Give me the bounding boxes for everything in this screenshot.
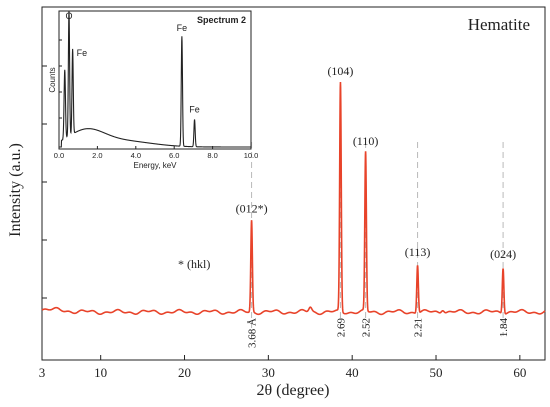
peak-hkl-label: (113) [405,245,431,259]
main-x-tick-label: 3 [39,365,46,380]
main-series-line [41,81,546,316]
main-panel: 3 10 20 30 40 50 60 (012*) 3.68 Å (104) 2.69 (110)… [7,6,546,399]
main-x-tick-label: 10 [94,365,107,380]
inset-series-line [59,11,251,148]
main-y-axis-label: Intensity (a.u.) [7,143,24,237]
inset-x-tick-label: 0.0 [54,151,64,160]
main-chart-title: Hematite [468,15,530,34]
inset-x-tick-label: 6.0 [169,151,179,160]
main-y-ticks [42,65,47,299]
main-x-ticks: 3 10 20 30 40 50 60 [39,355,526,380]
inset-x-tick-label: 10.0 [244,151,259,160]
main-plot-frame [41,6,546,361]
peak-hkl-label: (110) [353,134,379,148]
peak-hkl-label: (012*) [236,201,268,215]
inset-peak-labels: O Fe Fe Fe [65,11,199,114]
inset-x-axis-label: Energy, keV [134,161,178,170]
inset-panel: 0.0 2.0 4.0 6.0 8.0 10.0 O Fe Fe Fe Spectrum 2 E… [48,10,259,170]
inset-peak-label: Fe [189,104,200,114]
peak-d-spacing-label: 2.52 [361,318,373,337]
inset-x-tick-label: 8.0 [207,151,217,160]
inset-x-tick-label: 2.0 [92,151,102,160]
inset-peak-label: Fe [77,48,88,58]
peak-d-spacing-label: 2.21 [413,318,425,337]
peak-hkl-label: (104) [327,64,353,78]
inset-plot-frame [58,10,252,150]
inset-peak-label: O [65,11,72,21]
peak-d-spacing-label: 1.84 [498,318,510,338]
main-x-tick-label: 50 [430,365,443,380]
peak-d-spacing-label: 2.69 [335,318,347,338]
main-x-axis-label: 2θ (degree) [257,382,330,399]
main-x-tick-label: 40 [346,365,359,380]
main-x-tick-label: 20 [178,365,191,380]
inset-peak-label: Fe [177,23,188,33]
main-peak-labels: (012*) 3.68 Å (104) 2.69 (110) 2.52 (113) 2.21 (… [236,64,516,348]
peak-hkl-label: (024) [490,247,516,261]
main-peak-guides [251,142,504,336]
inset-chart-title: Spectrum 2 [197,15,246,25]
main-x-tick-label: 60 [513,365,526,380]
peak-d-spacing-label: 3.68 Å [247,318,259,348]
inset-y-axis-label: Counts [48,67,57,92]
hkl-annotation: * (hkl) [178,257,210,271]
inset-x-tick-label: 4.0 [131,151,141,160]
main-x-tick-label: 30 [262,365,275,380]
